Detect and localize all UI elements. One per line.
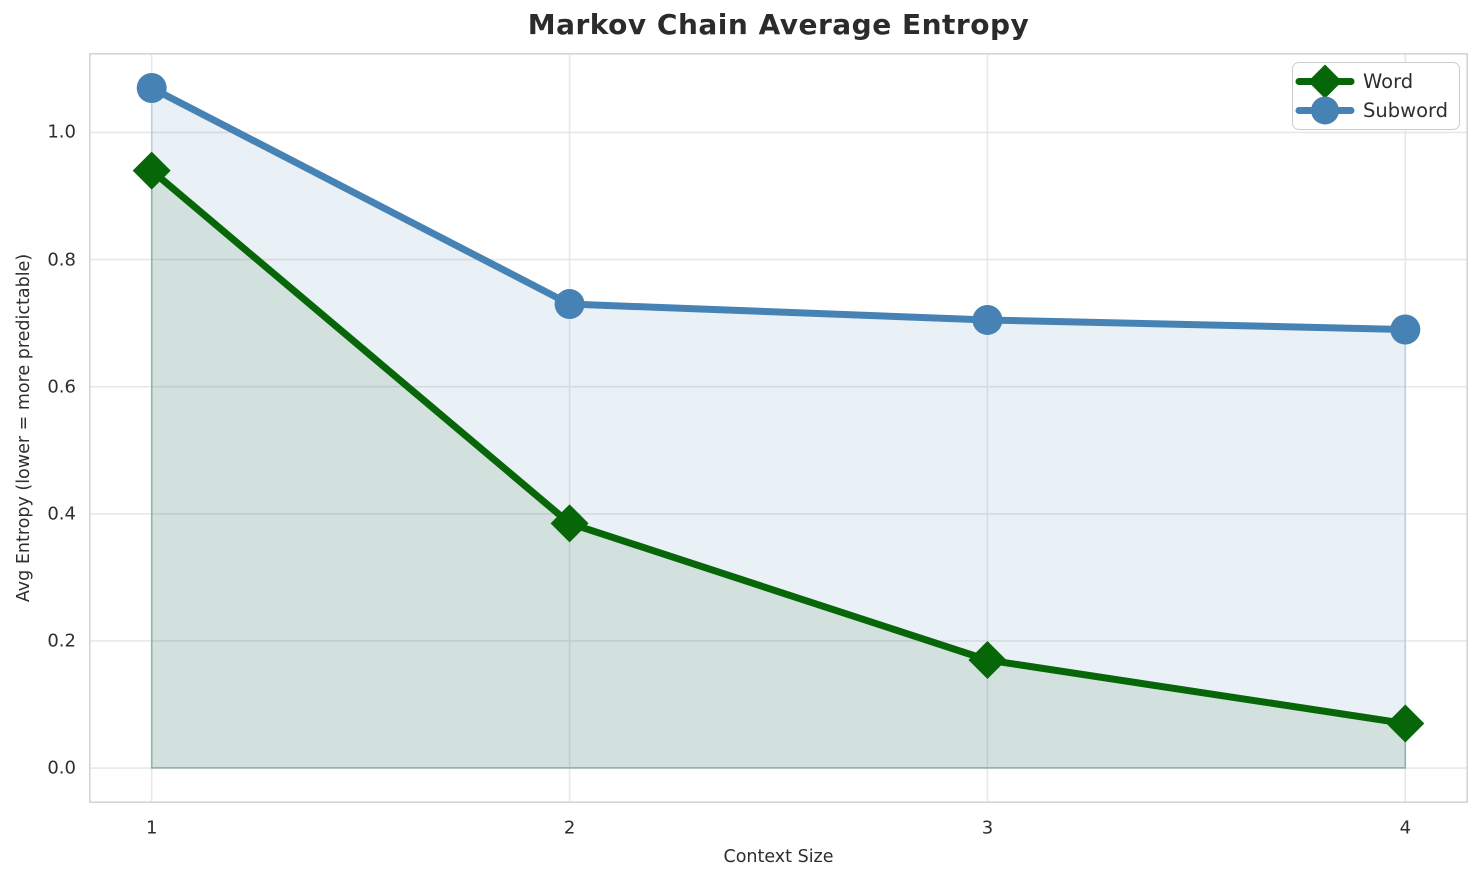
y-tick-label: 0.6 <box>47 376 76 398</box>
word-diamond-marker-icon <box>1295 64 1355 99</box>
word-marker <box>132 151 171 190</box>
y-tick-label: 1.0 <box>47 121 76 143</box>
word-line <box>148 167 1409 728</box>
y-tick-label: 0.8 <box>47 249 76 271</box>
x-tick-label: 2 <box>563 817 576 839</box>
plot-frame <box>89 53 1468 803</box>
y-tick-label: 0.2 <box>47 630 76 652</box>
subword-marker <box>972 304 1003 335</box>
plot-area <box>89 53 1468 803</box>
subword-circle-marker-icon <box>1295 96 1355 125</box>
x-tick-label: 3 <box>981 817 994 839</box>
subword-marker <box>1390 314 1421 345</box>
chart-title: Markov Chain Average Entropy <box>527 8 1030 41</box>
y-tick-label: 0.4 <box>47 503 76 525</box>
word-marker <box>968 640 1007 679</box>
legend-item-subword: Subword <box>1295 96 1451 125</box>
subword-marker <box>554 289 585 320</box>
y-axis-label: Avg Entropy (lower = more predictable) <box>14 253 34 603</box>
x-tick-label: 4 <box>1399 817 1412 839</box>
subword-marker <box>136 72 167 103</box>
legend-item-word: Word <box>1295 64 1451 99</box>
legend-label-word: Word <box>1363 70 1414 93</box>
word-marker <box>1386 704 1425 743</box>
word-marker <box>550 504 589 543</box>
y-tick-label: 0.0 <box>47 757 76 779</box>
subword-line <box>148 84 1409 333</box>
legend: Word Subword <box>1292 62 1460 130</box>
x-axis-label: Context Size <box>723 847 834 867</box>
x-tick-label: 1 <box>145 817 158 839</box>
legend-label-subword: Subword <box>1363 99 1449 122</box>
